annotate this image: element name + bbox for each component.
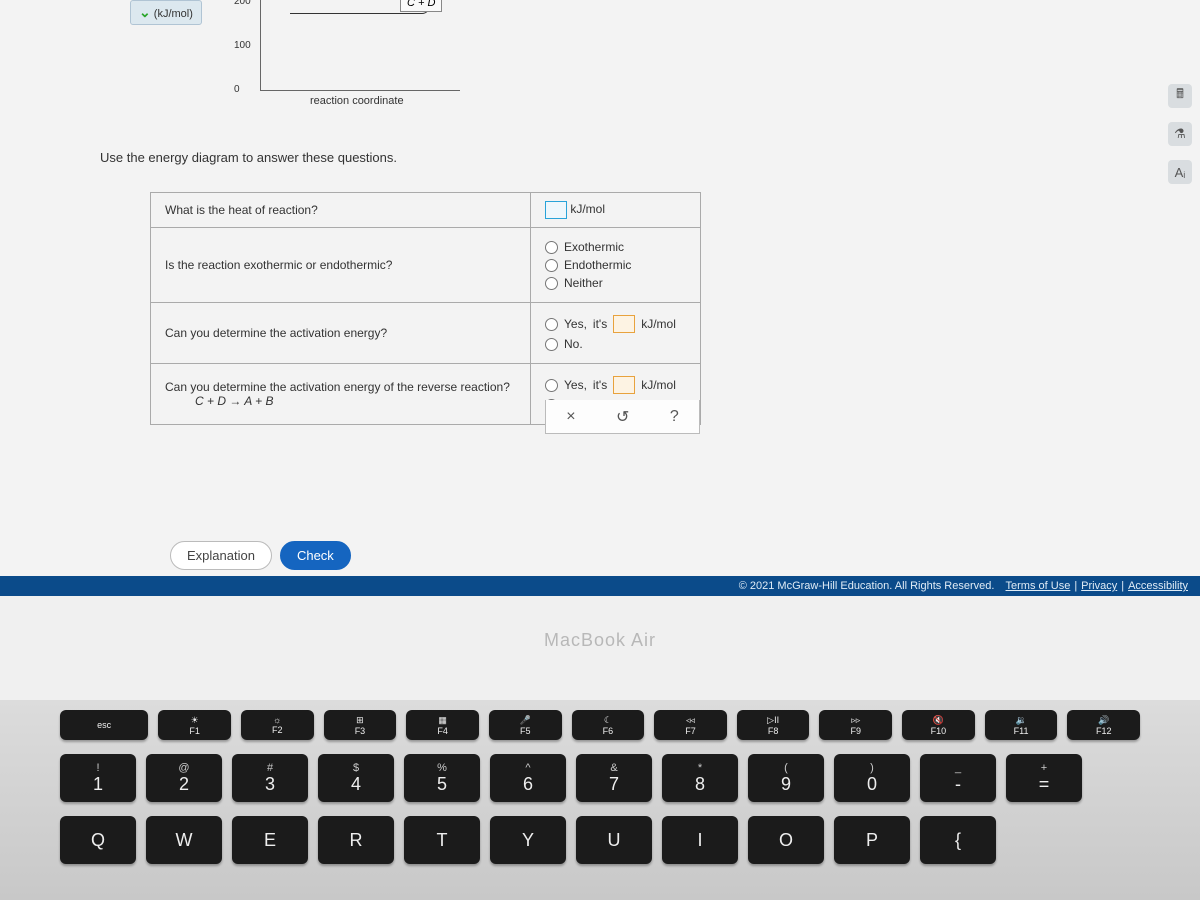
- question-2: Is the reaction exothermic or endothermi…: [151, 228, 531, 303]
- radio-exothermic[interactable]: [545, 241, 558, 254]
- key-t[interactable]: T: [404, 816, 480, 864]
- footer-accessibility-link[interactable]: Accessibility: [1128, 580, 1188, 592]
- undo-icon[interactable]: ↺: [616, 407, 629, 427]
- key-0[interactable]: )0: [834, 754, 910, 802]
- label-q4-yes-b: it's: [593, 378, 607, 392]
- key-esc[interactable]: esc: [60, 710, 148, 740]
- x-axis-label: reaction coordinate: [310, 95, 404, 107]
- check-button[interactable]: Check: [280, 541, 351, 570]
- key-equals[interactable]: +=: [1006, 754, 1082, 802]
- label-endothermic: Endothermic: [564, 258, 631, 272]
- key-f9[interactable]: ▹▹F9: [819, 710, 892, 740]
- key-f3[interactable]: ⊞F3: [324, 710, 397, 740]
- number-key-row: !1 @2 #3 $4 %5 ^6 &7 *8 (9 )0 _- +=: [60, 754, 1140, 802]
- key-8[interactable]: *8: [662, 754, 738, 802]
- alpha-key-row: Q W E R T Y U I O P {: [60, 816, 1140, 864]
- key-q[interactable]: Q: [60, 816, 136, 864]
- key-f10[interactable]: 🔇F10: [902, 710, 975, 740]
- key-f7[interactable]: ◃◃F7: [654, 710, 727, 740]
- label-exothermic: Exothermic: [564, 240, 624, 254]
- key-o[interactable]: O: [748, 816, 824, 864]
- action-buttons: Explanation Check: [170, 541, 351, 570]
- key-r[interactable]: R: [318, 816, 394, 864]
- radio-q3-no[interactable]: [545, 338, 558, 351]
- y-tick-100: 100: [234, 40, 251, 51]
- close-icon[interactable]: ×: [566, 408, 575, 426]
- x-axis-line: [260, 90, 460, 91]
- explanation-button[interactable]: Explanation: [170, 541, 272, 570]
- label-q3-yes-a: Yes,: [564, 317, 587, 331]
- label-q3-unit: kJ/mol: [641, 317, 676, 331]
- key-f4[interactable]: ▦F4: [406, 710, 479, 740]
- footer-copyright: © 2021 McGraw-Hill Education. All Rights…: [739, 580, 995, 592]
- label-q4-unit: kJ/mol: [641, 378, 676, 392]
- key-i[interactable]: I: [662, 816, 738, 864]
- key-f1[interactable]: ☀F1: [158, 710, 231, 740]
- key-7[interactable]: &7: [576, 754, 652, 802]
- periodic-table-icon[interactable]: ⚗: [1168, 122, 1192, 146]
- key-3[interactable]: #3: [232, 754, 308, 802]
- key-f11[interactable]: 🔉F11: [985, 710, 1058, 740]
- reference-icon[interactable]: Aᵢ: [1168, 160, 1192, 184]
- label-q4-yes-a: Yes,: [564, 378, 587, 392]
- radio-q3-yes[interactable]: [545, 318, 558, 331]
- heat-value-input[interactable]: [545, 201, 567, 219]
- instruction-text: Use the energy diagram to answer these q…: [100, 150, 397, 165]
- radio-endothermic[interactable]: [545, 259, 558, 272]
- key-p[interactable]: P: [834, 816, 910, 864]
- laptop-brand-label: MacBook Air: [0, 630, 1200, 651]
- key-9[interactable]: (9: [748, 754, 824, 802]
- energy-diagram-chart: 200 100 0 C + D reaction coordinate: [160, 0, 480, 100]
- radio-neither[interactable]: [545, 277, 558, 290]
- products-label: C + D: [400, 0, 442, 12]
- q4-value-input[interactable]: [613, 376, 635, 394]
- key-1[interactable]: !1: [60, 754, 136, 802]
- y-tick-0: 0: [234, 84, 240, 95]
- label-q3-yes-b: it's: [593, 317, 607, 331]
- calculator-icon[interactable]: 🖩: [1168, 84, 1192, 108]
- content-area: ⌄ (kJ/mol) 200 100 0 C + D reaction coor…: [0, 0, 1200, 580]
- answer-3: Yes, it's kJ/mol No.: [531, 303, 701, 364]
- key-2[interactable]: @2: [146, 754, 222, 802]
- answer-2: Exothermic Endothermic Neither: [531, 228, 701, 303]
- key-w[interactable]: W: [146, 816, 222, 864]
- q3-value-input[interactable]: [613, 315, 635, 333]
- key-minus[interactable]: _-: [920, 754, 996, 802]
- answer-1: kJ/mol: [531, 193, 701, 228]
- key-f2[interactable]: ☼F2: [241, 710, 314, 740]
- key-e[interactable]: E: [232, 816, 308, 864]
- label-neither: Neither: [564, 276, 603, 290]
- question-3: Can you determine the activation energy?: [151, 303, 531, 364]
- questions-table: What is the heat of reaction? kJ/mol Is …: [150, 192, 701, 425]
- y-tick-200: 200: [234, 0, 251, 7]
- footer-bar: © 2021 McGraw-Hill Education. All Rights…: [0, 576, 1200, 596]
- question-1: What is the heat of reaction?: [151, 193, 531, 228]
- key-left-brace[interactable]: {: [920, 816, 996, 864]
- key-6[interactable]: ^6: [490, 754, 566, 802]
- key-f12[interactable]: 🔊F12: [1067, 710, 1140, 740]
- key-y[interactable]: Y: [490, 816, 566, 864]
- question-4-formula: C + D → A + B: [165, 394, 516, 408]
- help-icon[interactable]: ?: [670, 408, 679, 426]
- question-4-text: Can you determine the activation energy …: [165, 380, 516, 394]
- key-5[interactable]: %5: [404, 754, 480, 802]
- side-toolbar: 🖩 ⚗ Aᵢ: [1168, 84, 1192, 184]
- keyboard: esc ☀F1 ☼F2 ⊞F3 ▦F4 🎤F5 ☾F6 ◃◃F7 ▷IIF8 ▹…: [0, 700, 1200, 900]
- radio-q4-yes[interactable]: [545, 379, 558, 392]
- footer-terms-link[interactable]: Terms of Use: [1006, 580, 1071, 592]
- key-u[interactable]: U: [576, 816, 652, 864]
- question-4: Can you determine the activation energy …: [151, 364, 531, 425]
- key-f5[interactable]: 🎤F5: [489, 710, 562, 740]
- key-4[interactable]: $4: [318, 754, 394, 802]
- key-f8[interactable]: ▷IIF8: [737, 710, 810, 740]
- chevron-down-icon: ⌄: [139, 4, 151, 20]
- label-q3-no: No.: [564, 337, 583, 351]
- function-key-row: esc ☀F1 ☼F2 ⊞F3 ▦F4 🎤F5 ☾F6 ◃◃F7 ▷IIF8 ▹…: [60, 710, 1140, 740]
- heat-unit: kJ/mol: [570, 202, 605, 216]
- answer-toolbar: × ↺ ?: [545, 400, 700, 434]
- key-f6[interactable]: ☾F6: [572, 710, 645, 740]
- y-axis-line: [260, 0, 261, 90]
- footer-privacy-link[interactable]: Privacy: [1081, 580, 1117, 592]
